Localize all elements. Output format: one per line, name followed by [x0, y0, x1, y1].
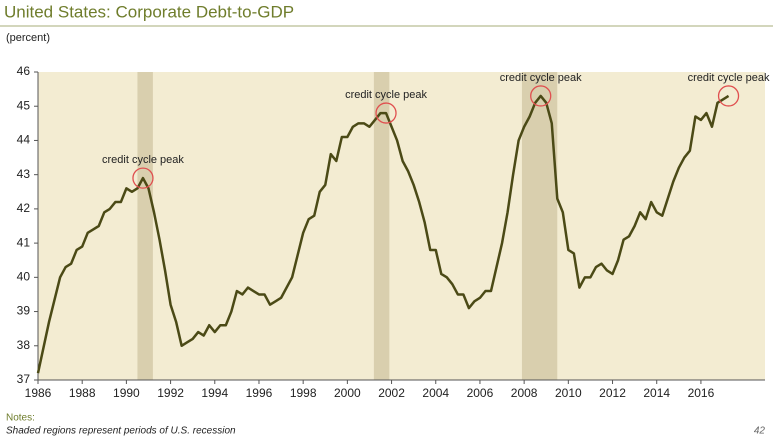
x-tick-label: 2014	[643, 386, 670, 400]
y-tick-label: 46	[17, 64, 31, 78]
y-tick-label: 44	[17, 133, 31, 147]
annotation-circle	[132, 167, 154, 189]
y-tick-label: 37	[17, 372, 31, 386]
x-tick-label: 2016	[688, 386, 715, 400]
annotation-text: credit cycle peak	[500, 72, 582, 84]
data-line	[36, 94, 730, 374]
x-tick-label: 1988	[69, 386, 96, 400]
x-tick-label: 1996	[246, 386, 273, 400]
x-tick-label: 2002	[378, 386, 405, 400]
y-tick-label: 41	[17, 235, 31, 249]
annotation-text: credit cycle peak	[102, 154, 184, 166]
x-tick-label: 2008	[511, 386, 538, 400]
x-tick-label: 2010	[555, 386, 582, 400]
x-tick-label: 1990	[113, 386, 140, 400]
annotation-circle	[530, 85, 552, 107]
x-tick-label: 1994	[201, 386, 228, 400]
notes-label: Notes:	[6, 413, 35, 424]
notes-text: Shaded regions represent periods of U.S.…	[6, 426, 236, 437]
x-tick-label: 1998	[290, 386, 317, 400]
page-number: 42	[754, 426, 766, 437]
annotation-circle	[375, 102, 397, 124]
annotation-text: credit cycle peak	[345, 89, 427, 101]
recession-band	[521, 72, 558, 380]
x-tick-label: 2000	[334, 386, 361, 400]
recession-band	[373, 72, 390, 380]
x-tick-label: 2006	[467, 386, 494, 400]
x-tick-label: 2004	[422, 386, 449, 400]
x-tick-label: 2012	[599, 386, 626, 400]
x-tick-label: 1992	[157, 386, 184, 400]
y-tick-label: 38	[17, 338, 31, 352]
annotation-circle	[717, 85, 740, 107]
x-tick-label: 1986	[25, 386, 52, 400]
y-tick-label: 39	[17, 304, 31, 318]
plot-area	[38, 72, 765, 380]
y-tick-label: 42	[17, 201, 31, 215]
y-tick-label: 40	[17, 270, 31, 284]
y-tick-label: 43	[17, 167, 31, 181]
recession-band	[137, 72, 153, 380]
annotation-text: credit cycle peak	[688, 72, 770, 84]
chart-title: United States: Corporate Debt-to-GDP	[4, 2, 294, 21]
y-tick-label: 45	[17, 98, 31, 112]
subtitle: (percent)	[6, 32, 50, 44]
